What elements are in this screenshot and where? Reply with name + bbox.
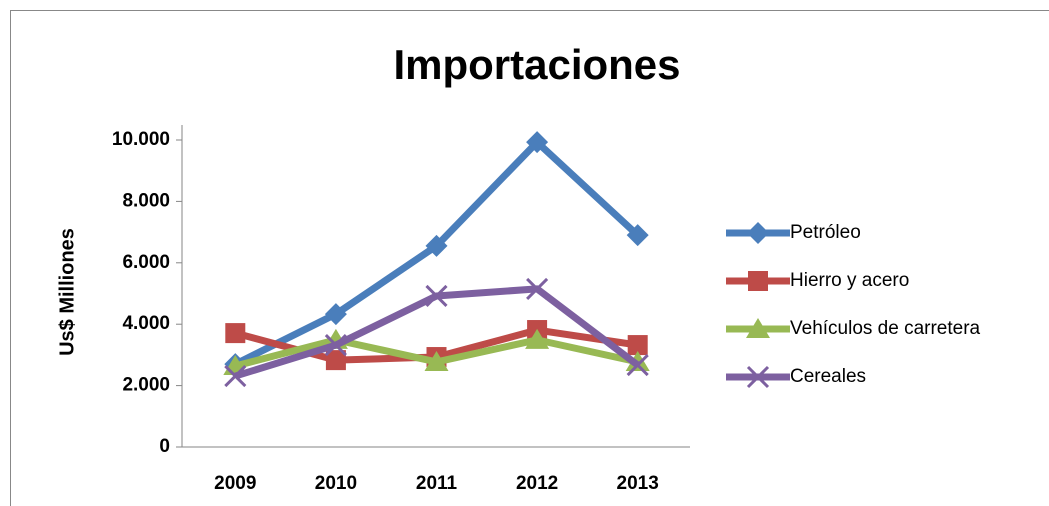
data-point [627,335,648,356]
x-tick-label: 2011 [416,473,458,494]
y-tick-label: 4.000 [122,313,170,334]
y-tick-label: 8.000 [122,190,170,211]
legend-label: Cereales [790,366,866,387]
data-point [626,224,649,247]
x-tick-label: 2013 [617,473,659,494]
legend-marker [748,271,768,291]
legend-label: Vehículos de carretera [790,318,981,339]
data-point [424,350,449,371]
data-point [324,334,347,357]
chart-frame [10,10,1049,506]
y-tick-label: 2.000 [122,375,170,396]
x-tick-label: 2009 [214,473,256,494]
legend-marker [746,318,770,338]
y-tick-label: 0 [159,436,170,457]
x-tick-label: 2012 [516,473,558,494]
data-point [224,365,247,388]
chart-title: Importaciones [393,41,680,88]
y-tick-label: 10.000 [112,129,170,150]
y-axis-label: Us$ Milliones [56,228,78,356]
data-point [526,277,549,300]
legend-label: Petróleo [790,222,861,243]
y-tick-label: 6.000 [122,252,170,273]
data-point [425,284,448,308]
data-point [526,131,549,154]
legend-marker [747,222,769,244]
data-point [225,323,246,344]
data-point [325,350,346,371]
data-point [425,234,448,257]
data-point [525,328,550,349]
x-tick-label: 2010 [315,473,357,494]
data-point [626,353,649,377]
legend-label: Hierro y acero [790,270,909,291]
data-point [324,303,347,326]
legend-marker [746,365,770,389]
